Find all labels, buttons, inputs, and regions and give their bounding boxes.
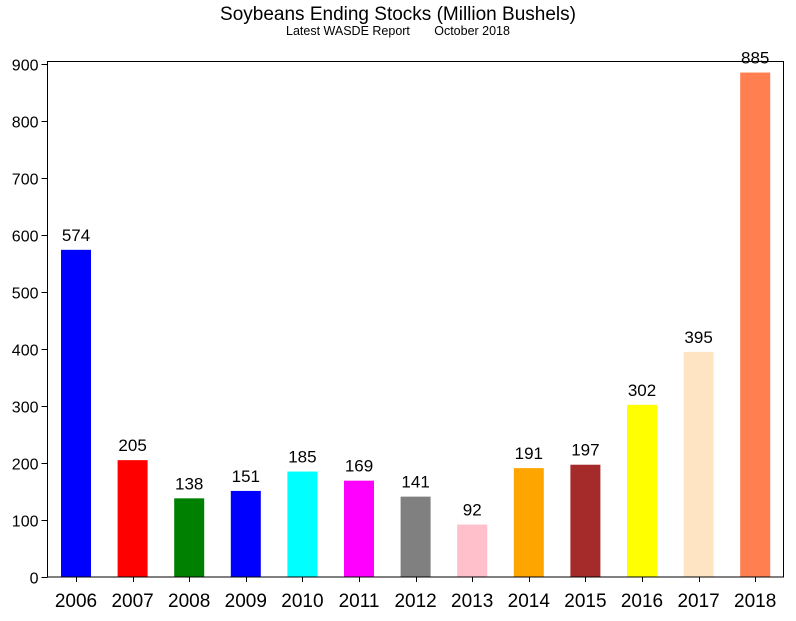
y-tick-label: 0 (30, 571, 39, 588)
bar-value-label-2011: 169 (345, 457, 373, 476)
bar-2009 (230, 490, 261, 577)
bar-2011 (344, 480, 374, 577)
y-tick-label: 400 (12, 343, 39, 360)
bar-2012 (400, 496, 431, 577)
x-tick-label-2008: 2008 (168, 591, 210, 612)
x-tick-label-2014: 2014 (508, 591, 551, 612)
x-tick-label-2010: 2010 (281, 591, 323, 612)
x-tick-label-2011: 2011 (339, 591, 380, 612)
bar-2017 (683, 351, 714, 577)
x-tick-label-2013: 2013 (451, 591, 493, 612)
y-tick-label: 900 (12, 58, 39, 75)
y-axis: 0 100 200 300 400 500 600 700 800 900 (12, 58, 48, 588)
y-tick-label: 600 (12, 229, 39, 246)
x-tick-label-2007: 2007 (111, 591, 153, 612)
y-tick-label: 200 (12, 457, 39, 474)
x-tick-label-2012: 2012 (394, 591, 436, 612)
bar-value-label-2008: 138 (175, 474, 203, 493)
bar-value-label-2013: 92 (463, 501, 482, 520)
y-tick-label: 700 (12, 172, 39, 189)
x-tick-label-2016: 2016 (621, 591, 663, 612)
bar-2007 (117, 460, 148, 577)
bar-value-label-2017: 395 (684, 328, 712, 347)
y-tick-label: 800 (12, 115, 39, 132)
bar-value-label-2014: 191 (515, 444, 543, 463)
bar-value-label-2016: 302 (628, 381, 656, 400)
bars-layer (61, 72, 771, 578)
bar-value-label-2009: 151 (232, 467, 260, 486)
x-tick-label-2006: 2006 (55, 591, 97, 612)
bar-value-label-2007: 205 (118, 436, 146, 455)
y-tick-label: 500 (12, 286, 39, 303)
bar-2006 (61, 249, 91, 577)
bar-value-label-2018: 885 (741, 49, 769, 68)
value-labels-layer: 574 205 138 151 185 169 141 92 191 197 302 395 885 (62, 49, 770, 520)
bar-value-label-2012: 141 (401, 473, 429, 492)
bar-value-label-2015: 197 (571, 441, 599, 460)
bar-value-label-2010: 185 (288, 448, 316, 467)
bar-2013 (457, 524, 488, 577)
chart-title: Soybeans Ending Stocks (Million Bushels) (220, 4, 576, 25)
x-tick-label-2015: 2015 (564, 591, 606, 612)
bar-2008 (174, 498, 205, 577)
bar-2010 (287, 471, 318, 577)
x-axis: 2006 2007 2008 2009 2010 2011 2012 2013 2014 2015… (55, 577, 776, 612)
plot-frame (47, 61, 784, 578)
x-tick-label-2009: 2009 (225, 591, 267, 612)
bar-2014 (513, 468, 544, 577)
x-tick-label-2018: 2018 (734, 591, 776, 612)
bar-2018 (740, 72, 771, 578)
bar-value-label-2006: 574 (62, 226, 90, 245)
y-tick-label: 300 (12, 400, 39, 417)
bar-2016 (627, 404, 657, 577)
chart-subtitle: Latest WASDE Report October 2018 (286, 24, 510, 38)
bar-2015 (570, 464, 601, 577)
y-tick-label: 100 (12, 514, 39, 531)
x-tick-label-2017: 2017 (677, 591, 719, 612)
